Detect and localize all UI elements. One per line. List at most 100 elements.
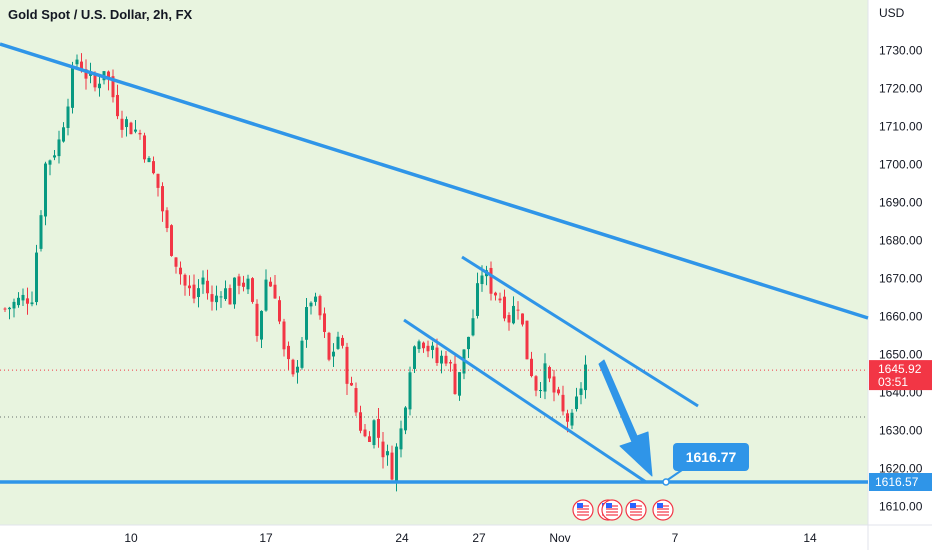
candle-body (80, 61, 83, 72)
candle-body (561, 394, 565, 412)
candle-body (291, 359, 295, 375)
price-tick-label: 1680.00 (879, 234, 923, 248)
candle-body (66, 106, 70, 128)
drawings-layer[interactable]: 1616.77 (0, 42, 869, 521)
us-flag-icon[interactable] (572, 499, 594, 521)
candle-body (138, 132, 142, 135)
target-price-callout[interactable] (673, 443, 749, 471)
candle-body (8, 307, 11, 310)
channel-lower-line[interactable] (403, 318, 647, 484)
candle-body (575, 396, 578, 410)
upper-downtrend-line[interactable] (0, 42, 869, 320)
current-price-value: 1645.92 (878, 362, 922, 376)
candle-body (237, 276, 241, 286)
candle-body (174, 257, 178, 267)
candle-body (336, 336, 340, 349)
candle-body (566, 413, 569, 422)
candle-body (305, 307, 308, 340)
candle-body (422, 342, 425, 349)
candle-body (206, 280, 209, 294)
current-price-badge (869, 360, 932, 391)
candle-body (296, 366, 299, 373)
candle-body (525, 320, 529, 360)
candle-body (309, 302, 313, 307)
candle-body (156, 173, 160, 188)
candle-body (143, 135, 146, 160)
candle-body (570, 412, 574, 426)
candle-body (282, 321, 286, 350)
us-flag-icon[interactable] (601, 499, 623, 521)
candle-body (512, 305, 515, 324)
candle-body (507, 315, 511, 323)
candle-body (264, 279, 268, 311)
target-price-text: 1616.77 (686, 449, 737, 465)
candle-body (440, 355, 443, 364)
candle-body (350, 382, 353, 386)
us-flag-icon[interactable] (652, 499, 674, 521)
candle-body (521, 313, 524, 325)
price-tick-label: 1700.00 (879, 158, 923, 172)
flag-canton (630, 503, 636, 508)
candle-body (44, 163, 47, 217)
channel-upper-line[interactable] (461, 255, 699, 408)
candle-body (170, 225, 173, 256)
candle-body (134, 129, 137, 132)
flag-canton (606, 503, 612, 508)
date-tick-label: 7 (672, 531, 679, 545)
candle-body (458, 372, 461, 396)
candle-body (579, 388, 583, 395)
callout-anchor-dot (662, 478, 670, 486)
candle-body (503, 296, 506, 319)
candle-body (498, 298, 502, 301)
candle-body (548, 367, 551, 379)
price-tick-label: 1710.00 (879, 120, 923, 134)
down-arrow-icon[interactable] (598, 359, 653, 477)
candle-body (345, 346, 349, 384)
price-tick-label: 1670.00 (879, 272, 923, 286)
candle-body (219, 296, 223, 298)
price-tick-label: 1690.00 (879, 196, 923, 210)
candle-body (381, 441, 385, 458)
candle-body (165, 210, 169, 229)
candle-body (543, 363, 547, 392)
us-flag-icon[interactable] (625, 499, 647, 521)
candle-body (260, 310, 263, 340)
candle-body (62, 127, 65, 142)
candle-body (179, 267, 182, 275)
chart-title: Gold Spot / U.S. Dollar, 2h, FX (8, 7, 193, 22)
candle-body (426, 345, 430, 352)
candle-body (201, 277, 205, 285)
candle-body (444, 355, 448, 364)
price-tick-label: 1660.00 (879, 310, 923, 324)
support-price-badge (869, 473, 932, 491)
candle-body (116, 94, 119, 117)
candle-body (98, 83, 101, 89)
candle-body (390, 452, 394, 480)
candle-body (35, 252, 38, 303)
candle-body (368, 436, 371, 442)
candle-body (413, 346, 416, 369)
candle-body (39, 215, 43, 249)
countdown-timer: 03:51 (878, 375, 908, 389)
price-tick-label: 1730.00 (879, 44, 923, 58)
candle-body (228, 288, 232, 305)
candle-body (71, 66, 74, 108)
price-tick-label: 1630.00 (879, 424, 923, 438)
candle-body (242, 282, 245, 287)
candle-body (287, 345, 290, 360)
candle-body (327, 332, 331, 360)
candle-body (57, 139, 61, 157)
candle-body (557, 389, 560, 394)
candle-body (399, 428, 403, 450)
candle-body (516, 309, 520, 311)
candle-body (377, 418, 380, 438)
candle-body (215, 295, 218, 303)
candle-body (354, 388, 358, 413)
candle-body (386, 451, 389, 456)
flag-canton (657, 503, 663, 508)
candle-body (372, 420, 376, 446)
date-tick-label: 27 (472, 531, 486, 545)
candle-body (53, 155, 56, 158)
